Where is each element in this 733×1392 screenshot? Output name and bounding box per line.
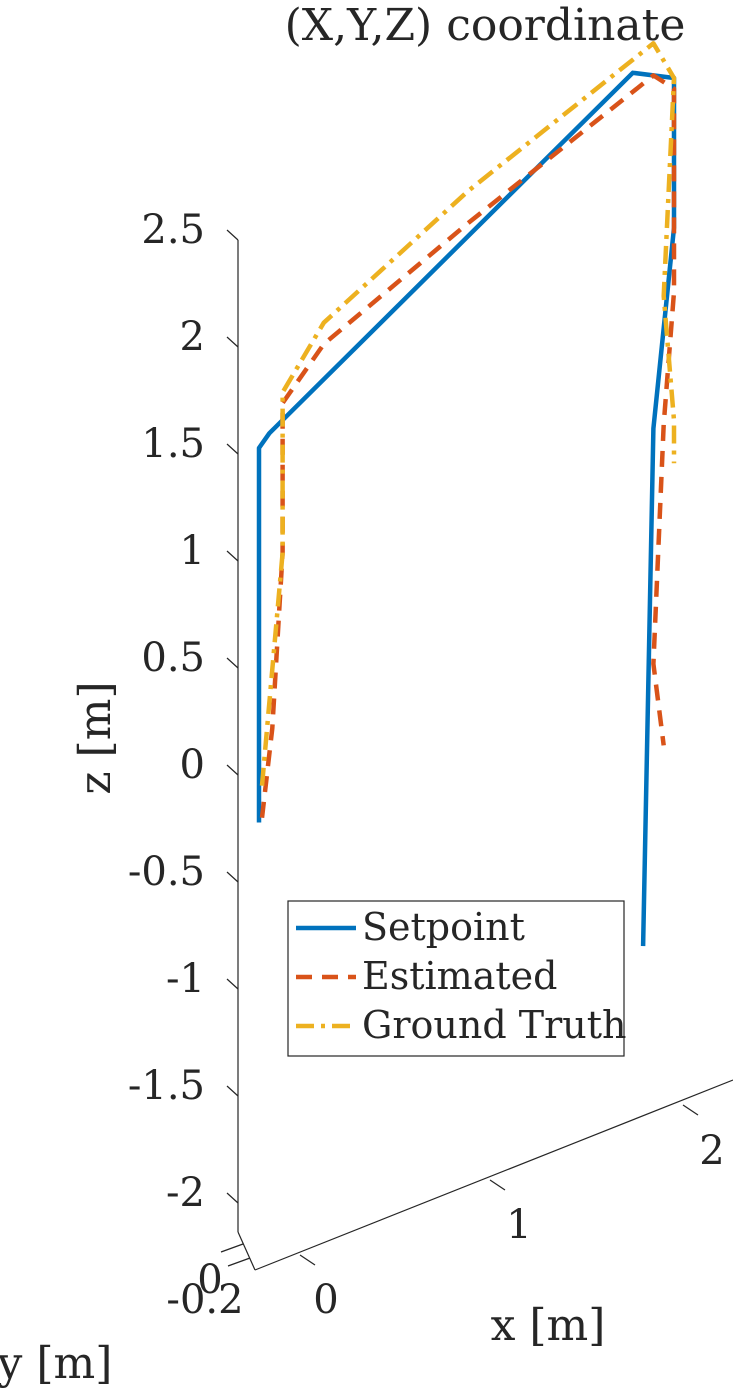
x-tick-label: 2 [699,1128,724,1174]
z-tick-label: -2 [166,1170,205,1216]
z-tick-label: -0.5 [128,849,205,895]
z-axis-title: z [m] [70,681,121,794]
y-tick-label: 0 [197,1257,222,1303]
series-line-ground-truth [259,41,677,786]
z-axis-ticks: 2.5 2 1.5 1 0.5 0 -0.5 -1 -1.5 -2 [128,207,239,1216]
x-axis-title: x [m] [491,1300,606,1351]
series-line-estimated [259,73,677,819]
z-tick-mark [226,978,239,990]
z-tick-label: 1 [180,528,205,574]
z-tick-mark [226,1192,239,1204]
y-axis-title: y [m] [0,1338,112,1389]
z-tick-mark [226,336,239,348]
y-tick-mark [220,1243,244,1253]
z-tick-mark [226,657,239,669]
legend-label-setpoint: Setpoint [362,905,525,949]
axes [237,240,733,1271]
z-tick-label: -1 [166,956,205,1002]
z-tick-label: 2.5 [141,207,205,253]
series-layer [256,41,677,947]
z-tick-mark [226,229,239,241]
x-tick-label: 1 [506,1202,531,1248]
z-tick-mark [226,871,239,883]
x-tick-label: 0 [313,1277,338,1323]
z-tick-mark [226,443,239,455]
y-tick-mark [227,1257,251,1267]
chart-title: (X,Y,Z) coordinate [285,0,686,51]
series-line-setpoint [256,70,677,947]
y-axis-line [237,1231,256,1271]
z-tick-label: 2 [180,314,205,360]
y-axis-ticks: 0-0.2 [166,1243,251,1323]
z-tick-mark [226,550,239,562]
z-tick-mark [226,1085,239,1097]
x-tick-mark [682,1104,699,1116]
y-tick-label: -0.2 [166,1277,243,1323]
legend-label-ground-truth: Ground Truth [362,1003,626,1047]
z-tick-mark [226,764,239,776]
legend-label-estimated: Estimated [362,954,557,998]
legend: Setpoint Estimated Ground Truth [287,900,626,1057]
z-tick-label: 0 [180,742,205,788]
x-axis-ticks: 0 1 2 [299,1104,725,1323]
z-tick-label: 0.5 [141,635,205,681]
x-tick-mark [489,1179,506,1191]
z-tick-label: 1.5 [141,421,205,467]
z-tick-label: -1.5 [128,1063,205,1109]
x-tick-mark [299,1254,316,1266]
x-axis-line [254,1079,733,1271]
